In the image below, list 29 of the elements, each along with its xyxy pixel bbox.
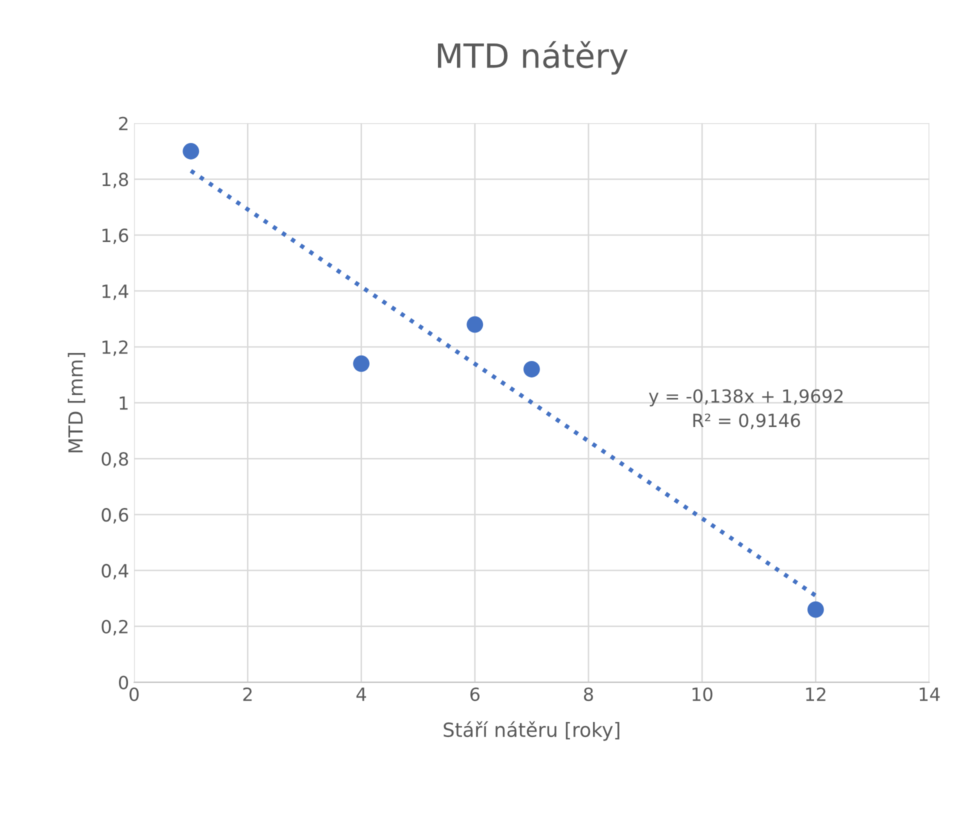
y-tick-label: 0,2: [102, 620, 128, 636]
x-tick-label: 12: [806, 687, 826, 701]
x-tick-label: 6: [470, 687, 480, 702]
chart-title: MTD nátěry: [438, 41, 628, 75]
y-tick-label: 1,4: [102, 284, 128, 300]
point: [466, 316, 484, 333]
x-tick-label: 8: [584, 687, 593, 702]
y-tick-label: 0,8: [102, 452, 128, 468]
x-tick-label: 2: [243, 687, 252, 701]
annotation: y = -0,138x + 1,9692: [648, 389, 843, 406]
point: [182, 143, 200, 160]
y-tick-label: 1,6: [102, 228, 128, 244]
y-tick-label: 2: [119, 116, 128, 130]
point: [807, 601, 824, 618]
point: [353, 355, 370, 372]
y-axis-title: MTD [mm]: [68, 353, 86, 452]
y-tick-label: 0: [118, 676, 128, 690]
y-tick-label: 0,6: [102, 508, 128, 524]
y-tick-label: 1,8: [102, 172, 128, 188]
x-tick-label: 4: [356, 688, 366, 701]
annotation: R² = 0,9146: [693, 414, 800, 430]
y-tick-label: 1: [120, 396, 128, 410]
y-tick-label: 0,4: [102, 564, 128, 580]
x-axis-title: Stáří nátěru [roky]: [444, 721, 620, 741]
x-tick-label: 10: [692, 687, 712, 702]
x-tick-label: 14: [920, 688, 940, 701]
y-tick-label: 1,2: [102, 340, 128, 356]
x-tick-label: 0: [130, 687, 139, 702]
point: [523, 361, 540, 378]
